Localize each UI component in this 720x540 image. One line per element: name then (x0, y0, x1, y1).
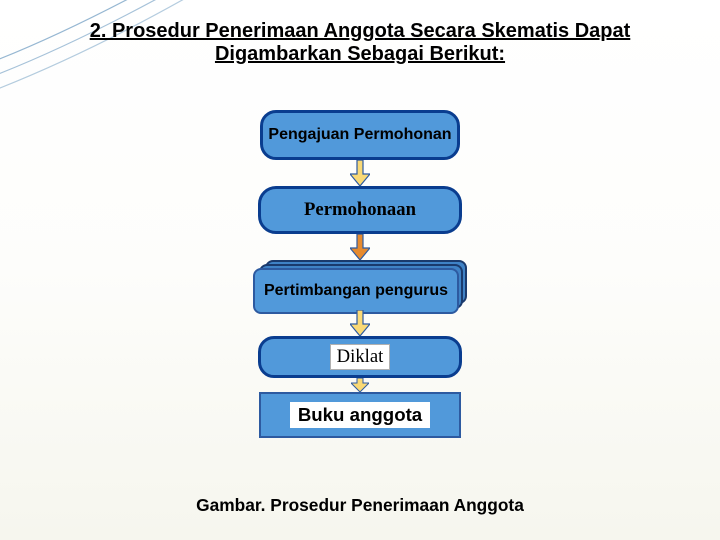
arrow-1 (350, 160, 370, 186)
node-permohonaan: Permohonaan (258, 186, 462, 234)
arrow-2 (350, 234, 370, 260)
stack-front-layer: Pertimbangan pengurus (253, 268, 459, 314)
title-block: 2. Prosedur Penerimaan Anggota Secara Sk… (0, 20, 720, 66)
node-label: Permohonaan (304, 199, 416, 221)
arrow-3 (350, 310, 370, 336)
title-line-2: Digambarkan Sebagai Berikut: (60, 43, 660, 66)
node-label: Pengajuan Permohonan (268, 126, 451, 144)
figure-caption: Gambar. Prosedur Penerimaan Anggota (0, 495, 720, 516)
node-label: Pertimbangan pengurus (264, 282, 448, 300)
node-pertimbangan-pengurus: Pertimbangan pengurus (253, 268, 467, 310)
node-buku-anggota: Buku anggota (259, 392, 461, 438)
node-label: Diklat (330, 344, 391, 370)
flowchart: Pengajuan Permohonan Permohonaan Pertimb… (0, 110, 720, 438)
arrow-4 (351, 378, 369, 392)
node-label: Buku anggota (290, 402, 430, 428)
slide: 2. Prosedur Penerimaan Anggota Secara Sk… (0, 0, 720, 540)
node-diklat: Diklat (258, 336, 462, 378)
title-line-1: 2. Prosedur Penerimaan Anggota Secara Sk… (60, 20, 660, 43)
node-pengajuan-permohonan: Pengajuan Permohonan (260, 110, 460, 160)
